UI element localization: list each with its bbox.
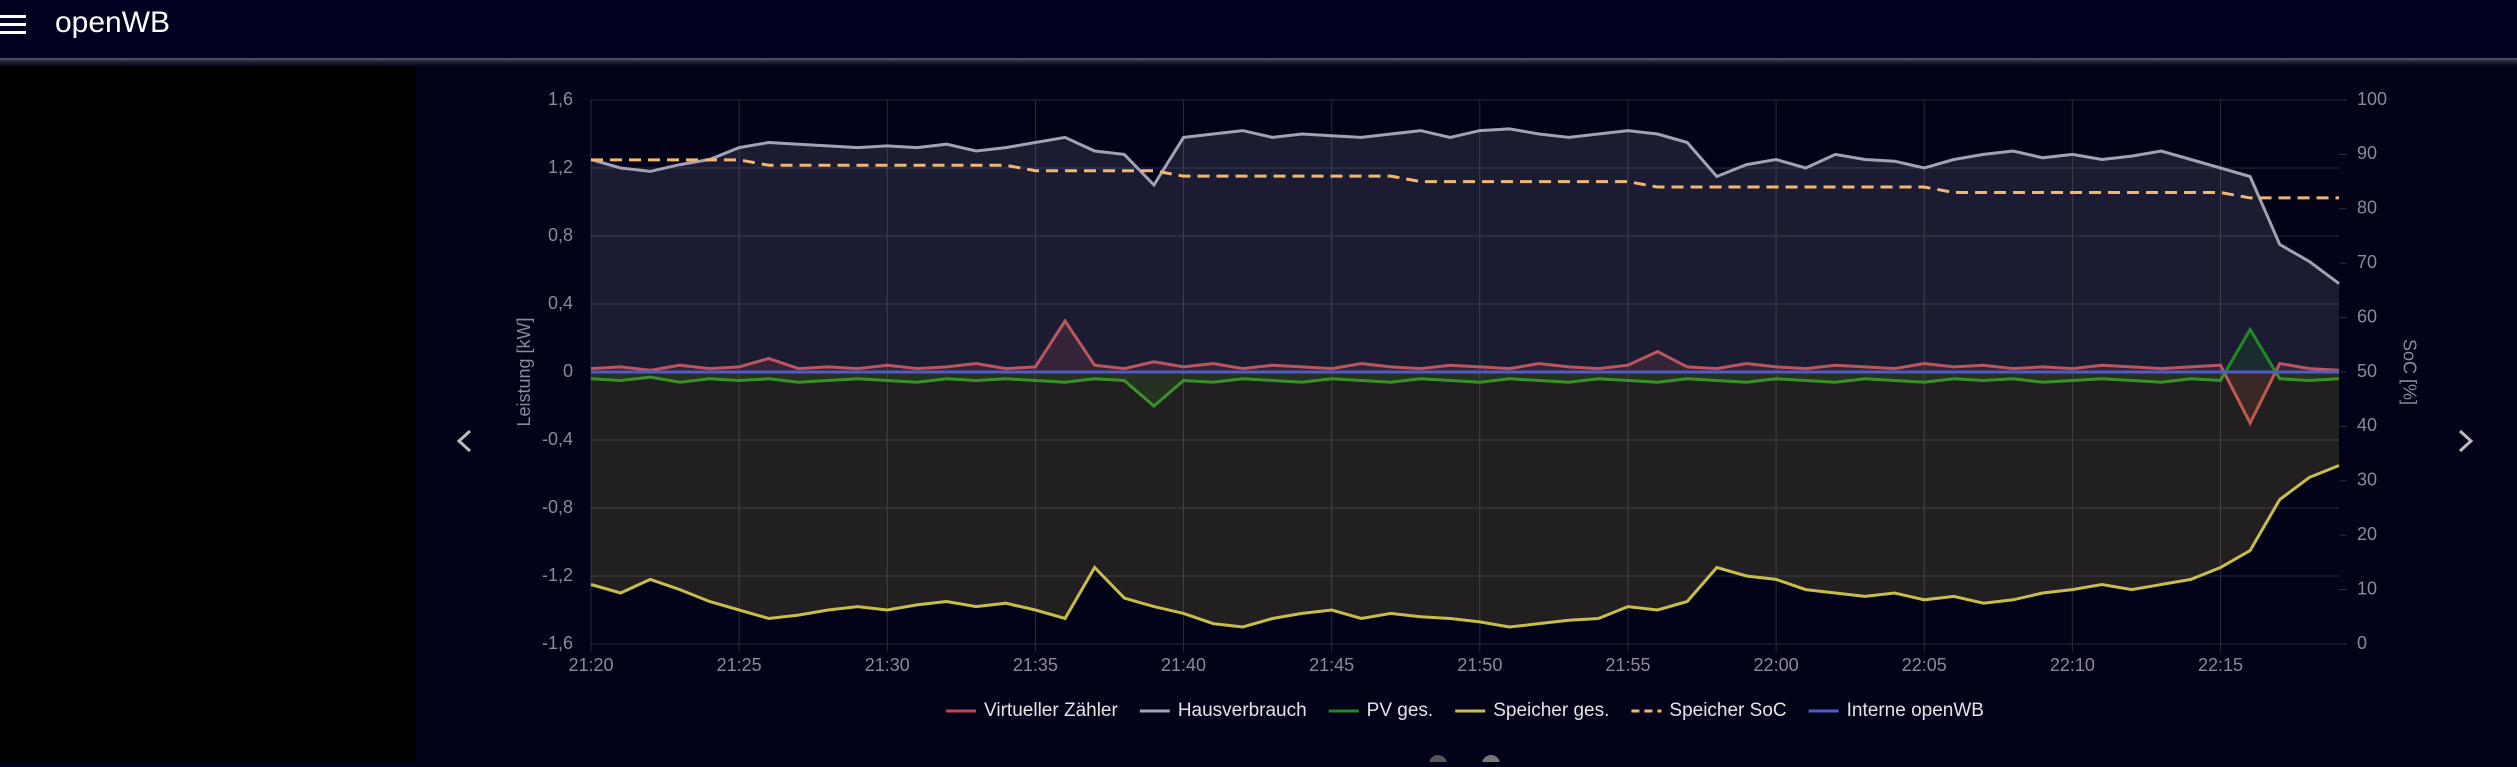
app-title: openWB [55,6,170,39]
legend-label: PV ges. [1367,700,1434,721]
y2-tick-label: 30 [2357,470,2377,490]
header-shadow [0,58,2517,68]
legend-label: Speicher ges. [1493,700,1609,721]
y-tick-label: 1,2 [548,157,573,177]
y2-tick-label: 10 [2357,578,2377,598]
x-tick-label: 21:50 [1457,655,1502,675]
y2-tick-label: 0 [2357,633,2367,653]
menu-icon[interactable] [0,15,26,34]
x-tick-label: 22:10 [2050,655,2095,675]
y-tick-label: 0 [563,361,573,381]
y-tick-label: 0,4 [548,293,573,313]
legend: Virtueller Zähler Hausverbrauch PV ges. Spe… [946,700,1984,721]
x-tick-label: 21:40 [1161,655,1206,675]
x-tick-label: 21:35 [1013,655,1058,675]
y2-tick-label: 100 [2357,89,2387,109]
legend-item: Hausverbrauch [1139,700,1307,721]
x-tick-label: 21:45 [1309,655,1354,675]
y2-tick-label: 60 [2357,306,2377,326]
x-tick-label: 22:00 [1754,655,1799,675]
legend-item: Speicher ges. [1455,700,1609,721]
y-axis-title: Leistung [kW] [514,317,534,426]
series-line [590,464,2340,629]
next-arrow[interactable] [2458,429,2474,453]
x-tick-label: 21:20 [568,655,613,675]
y-tick-label: -1,6 [542,633,573,653]
series-area [591,372,2339,627]
y2-tick-label: 70 [2357,252,2377,272]
legend-item: Speicher SoC [1631,700,1787,721]
y-tick-label: -1,2 [542,565,573,585]
series-line [590,127,2340,285]
side-panel [0,66,415,762]
legend-label: Virtueller Zähler [984,700,1118,721]
series-line [590,326,2340,408]
legend-label: Speicher SoC [1669,700,1786,721]
series-area [591,128,2339,372]
series-line [591,158,2339,200]
page-dot[interactable] [1482,755,1500,767]
x-tick-label: 21:30 [865,655,910,675]
legend-label: Hausverbrauch [1178,700,1307,721]
y2-tick-label: 20 [2357,524,2377,544]
x-tick-label: 21:55 [1605,655,1650,675]
legend-item: Interne openWB [1808,700,1984,721]
y-tick-label: 0,8 [548,225,573,245]
y-tick-label: -0,8 [542,497,573,517]
legend-label: Interne openWB [1847,700,1984,721]
legend-item: PV ges. [1328,700,1434,721]
x-tick-label: 22:05 [1902,655,1947,675]
series-line [590,318,2340,427]
x-tick-label: 21:25 [717,655,762,675]
x-tick-label: 22:15 [2198,655,2243,675]
legend-item: Virtueller Zähler [946,700,1118,721]
y2-tick-label: 90 [2357,143,2377,163]
y2-tick-label: 80 [2357,198,2377,218]
y2-axis-title: SoC [%] [2399,339,2419,405]
prev-arrow[interactable] [456,429,472,453]
page-dot[interactable] [1429,755,1447,767]
y2-tick-label: 40 [2357,415,2377,435]
y-tick-label: 1,6 [548,89,573,109]
y-tick-label: -0,4 [542,429,573,449]
y2-tick-label: 50 [2357,361,2377,381]
header-bar [0,0,2517,60]
